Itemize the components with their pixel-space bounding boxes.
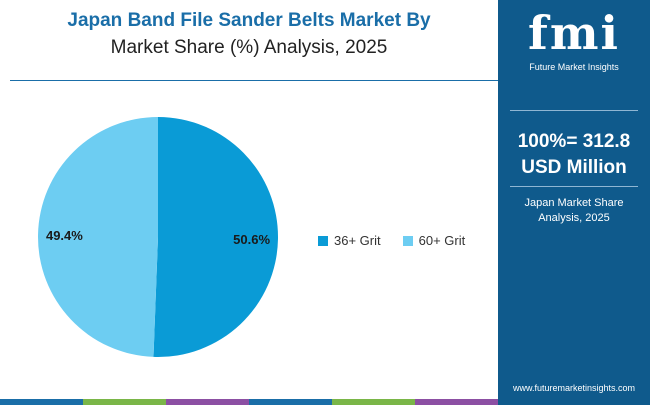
- pie-chart: 50.6% 49.4%: [37, 117, 278, 357]
- market-total-value: 100%= 312.8: [517, 131, 631, 152]
- legend-label-60-grit: 60+ Grit: [418, 233, 466, 248]
- footer-segment: [0, 399, 83, 405]
- data-label-60-grit: 49.4%: [46, 228, 83, 243]
- chart-title-line2: Market Share (%) Analysis, 2025: [110, 37, 388, 58]
- fmi-logo: fmi Future Market Insights: [510, 6, 638, 78]
- pie-slice-36-grit: [153, 117, 278, 357]
- legend-label-36-grit: 36+ Grit: [334, 233, 381, 248]
- sidebar-caption-line1: Japan Market Share: [524, 197, 624, 209]
- sidebar-rule-middle: [510, 186, 638, 187]
- chart-title-line1: Japan Band File Sander Belts Market By: [67, 10, 431, 31]
- sidebar-caption: Japan Market Share Analysis, 2025: [498, 196, 650, 226]
- legend-swatch-36-grit: [318, 235, 328, 246]
- logo-text: fmi: [528, 6, 620, 60]
- footer-segment: [249, 399, 332, 405]
- sidebar-caption-line2: Analysis, 2025: [538, 212, 610, 224]
- footer-segment: [166, 399, 249, 405]
- chart-title: Japan Band File Sander Belts Market By M…: [0, 8, 498, 62]
- website-url[interactable]: www.futuremarketinsights.com: [512, 383, 636, 393]
- footer-segment: [332, 399, 415, 405]
- pie-slice-60-grit: [37, 117, 158, 357]
- market-total-unit: USD Million: [521, 157, 627, 178]
- footer-segment: [415, 399, 498, 405]
- data-label-36-grit: 50.6%: [233, 232, 270, 247]
- footer-segment: [83, 399, 166, 405]
- title-divider: [10, 80, 500, 81]
- legend-item-36-grit: 36+ Grit: [318, 233, 381, 248]
- summary-sidebar: fmi Future Market Insights 100%= 312.8 U…: [498, 0, 650, 405]
- legend-swatch-60-grit: [402, 235, 413, 246]
- logo-subtitle: Future Market Insights: [529, 62, 619, 72]
- legend-item-60-grit: 60+ Grit: [402, 233, 466, 248]
- footer-color-bar: [0, 399, 498, 405]
- sidebar-rule-top: [510, 110, 638, 111]
- chart-legend: 36+ Grit 60+ Grit: [318, 233, 487, 248]
